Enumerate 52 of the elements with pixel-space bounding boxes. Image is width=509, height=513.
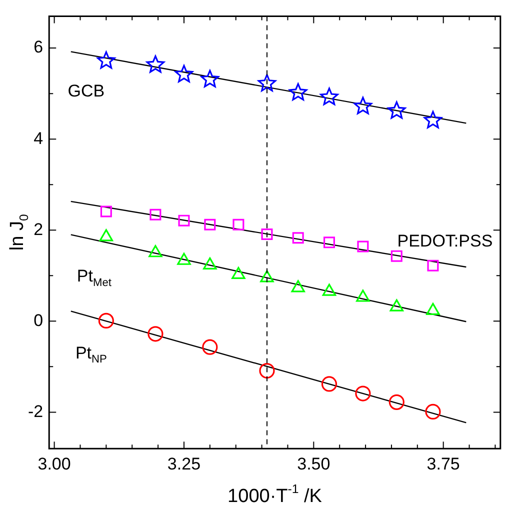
point	[322, 284, 336, 296]
point	[202, 339, 218, 355]
point	[177, 252, 191, 265]
point	[426, 302, 440, 315]
point	[146, 55, 165, 73]
point	[357, 240, 369, 252]
point	[203, 257, 217, 270]
point	[97, 51, 116, 69]
point	[425, 404, 441, 420]
point	[148, 245, 162, 258]
x-tick-label: 3.50	[297, 454, 330, 474]
point	[321, 376, 338, 392]
x-tick-label: 3.00	[38, 454, 71, 474]
point	[178, 214, 190, 226]
point	[355, 386, 371, 402]
point	[204, 218, 216, 230]
point	[320, 88, 338, 106]
point	[232, 218, 244, 230]
y-tick-label: -2	[28, 402, 44, 421]
point	[99, 229, 114, 242]
series-label: PEDOT:PSS	[397, 231, 493, 250]
point	[259, 362, 275, 379]
point	[388, 394, 404, 410]
point	[261, 228, 273, 240]
y-tick-label: 6	[34, 38, 44, 57]
x-tick-label: 3.75	[426, 454, 460, 474]
point	[356, 290, 370, 302]
point	[291, 280, 305, 292]
point	[427, 260, 439, 272]
y-tick-label: 4	[34, 128, 44, 148]
point	[232, 266, 246, 280]
point	[200, 70, 220, 88]
point	[150, 208, 162, 220]
point	[174, 64, 194, 82]
y-axis-title: ln J0	[7, 214, 32, 251]
point	[288, 83, 308, 101]
point	[388, 101, 406, 119]
point	[390, 299, 404, 312]
point	[148, 326, 164, 342]
point	[258, 74, 276, 92]
series-label: GCB	[68, 81, 105, 100]
point	[98, 312, 114, 328]
x-tick-label: 3.25	[167, 454, 201, 474]
point	[292, 232, 304, 244]
point	[354, 96, 372, 114]
point	[260, 270, 274, 282]
y-tick-label: 0	[34, 310, 44, 330]
y-tick-label: 2	[34, 220, 44, 239]
point	[390, 250, 402, 262]
point	[424, 110, 442, 128]
point	[100, 206, 112, 218]
point	[323, 236, 335, 248]
